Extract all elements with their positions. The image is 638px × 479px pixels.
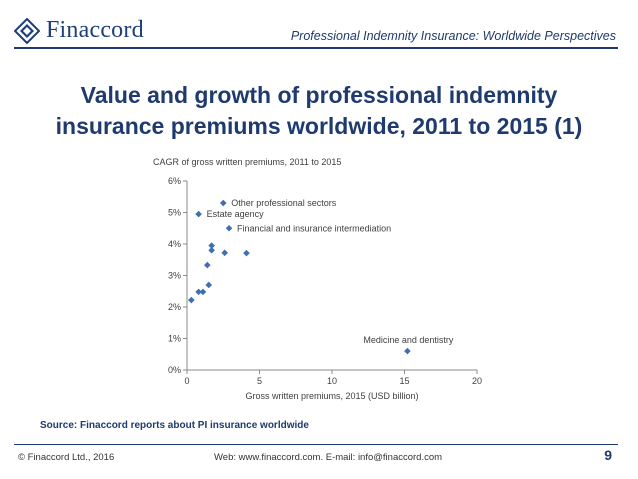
x-tick-label: 10 [327, 376, 337, 386]
data-point [199, 288, 207, 296]
header-divider [14, 47, 618, 49]
logo-diamond-icon [13, 17, 41, 44]
data-point [225, 224, 233, 232]
data-point-label: Estate agency [207, 209, 265, 219]
x-tick-label: 15 [399, 376, 409, 386]
slide-title-line-1: Value and growth of professional indemni… [80, 82, 558, 108]
data-point [188, 296, 195, 304]
slide-title-line-2: insurance premiums worldwide, 2011 to 20… [55, 113, 583, 139]
header-title: Professional Indemnity Insurance: Worldw… [290, 29, 616, 43]
footer-divider [14, 444, 618, 445]
data-point [204, 261, 211, 269]
data-point [205, 281, 213, 289]
y-tick-label: 5% [168, 208, 181, 218]
data-point [195, 210, 202, 218]
footer-copyright: © Finaccord Ltd., 2016 [18, 452, 115, 463]
footer-contact: Web: www.finaccord.com. E-mail: info@fin… [214, 452, 443, 463]
x-axis-label: Gross written premiums, 2015 (USD billio… [245, 391, 418, 401]
data-point-label: Other professional sectors [231, 198, 337, 208]
data-point-label: Financial and insurance intermediation [237, 223, 391, 233]
data-point [243, 249, 250, 257]
y-tick-label: 6% [168, 176, 181, 186]
y-tick-label: 1% [168, 334, 181, 344]
source-note: Source: Finaccord reports about PI insur… [40, 420, 309, 431]
data-point [404, 347, 411, 355]
logo-text: Finaccord [46, 17, 144, 43]
data-point [208, 242, 215, 249]
y-tick-label: 0% [168, 365, 181, 375]
y-tick-label: 2% [168, 302, 181, 312]
y-axis-label: CAGR of gross written premiums, 2011 to … [153, 157, 341, 167]
data-point [219, 199, 227, 207]
data-point [208, 247, 215, 254]
page-number: 9 [604, 447, 612, 463]
x-tick-label: 5 [257, 376, 262, 386]
y-tick-label: 4% [168, 239, 181, 249]
data-point [195, 288, 202, 296]
y-tick-label: 3% [168, 271, 181, 281]
x-tick-label: 20 [472, 376, 482, 386]
x-tick-label: 0 [184, 376, 189, 386]
slide-title: Value and growth of professional indemni… [0, 80, 638, 142]
finaccord-logo: Finaccord [13, 17, 144, 44]
data-point-label: Medicine and dentistry [363, 335, 454, 345]
data-point [221, 249, 228, 257]
